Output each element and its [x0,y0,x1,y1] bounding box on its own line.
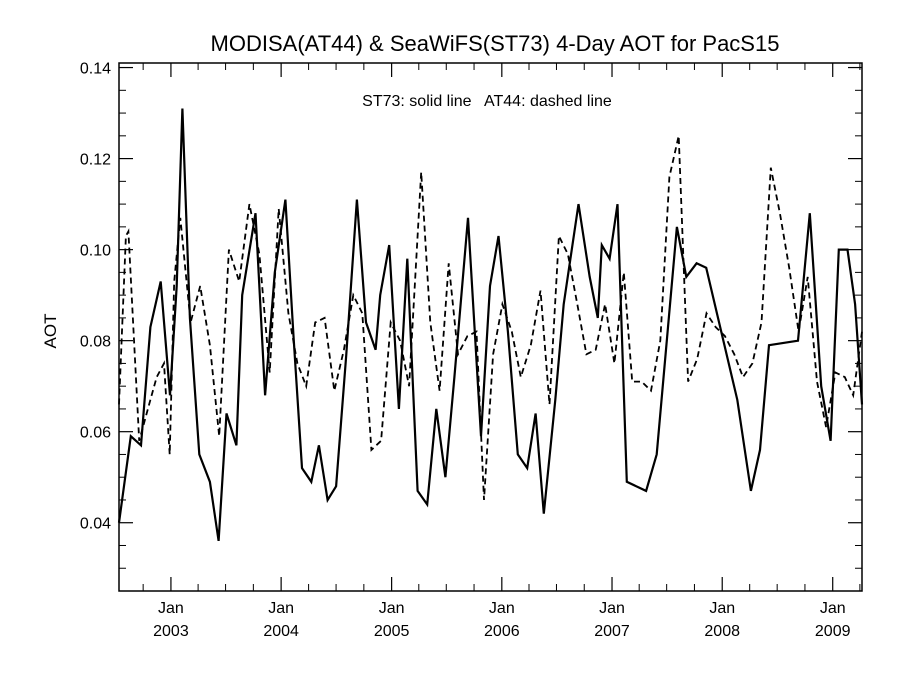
series-lines [117,108,864,542]
legend-annotation: ST73: solid line AT44: dashed line [362,93,612,110]
y-tick-label: 0.08 [80,334,111,351]
y-axis-label: AOT [41,314,60,349]
y-axis-ticks: 0.04 0.06 0.08 0.10 0.12 0.14 [80,61,862,569]
series-line-st73-solid [117,108,864,542]
x-tick-year-label: 2005 [374,623,410,640]
x-tick-year-label: 2006 [484,623,520,640]
y-tick-label: 0.04 [80,516,111,533]
x-tick-month-label: Jan [379,600,405,617]
x-tick-month-label: Jan [599,600,625,617]
series-line-at44-dashed [118,135,863,501]
y-tick-label: 0.10 [80,243,111,260]
x-tick-month-label: Jan [709,600,735,617]
y-tick-label: 0.06 [80,425,111,442]
x-tick-year-label: 2009 [815,623,851,640]
x-tick-year-label: 2007 [594,623,630,640]
x-tick-month-label: Jan [489,600,515,617]
x-tick-year-label: 2004 [263,623,299,640]
chart-title: MODISA(AT44) & SeaWiFS(ST73) 4-Day AOT f… [211,31,780,56]
x-tick-month-label: Jan [268,600,294,617]
x-tick-year-label: 2003 [153,623,189,640]
plot-frame [118,62,863,592]
x-tick-year-label: 2008 [704,623,740,640]
y-tick-label: 0.12 [80,152,111,169]
x-tick-month-label: Jan [820,600,846,617]
x-tick-month-label: Jan [158,600,184,617]
x-axis-ticks: Jan 2003 Jan 2004 Jan 2005 Jan 2006 Jan 2007 Jan 20… [142,63,861,640]
y-tick-label: 0.14 [80,61,111,78]
